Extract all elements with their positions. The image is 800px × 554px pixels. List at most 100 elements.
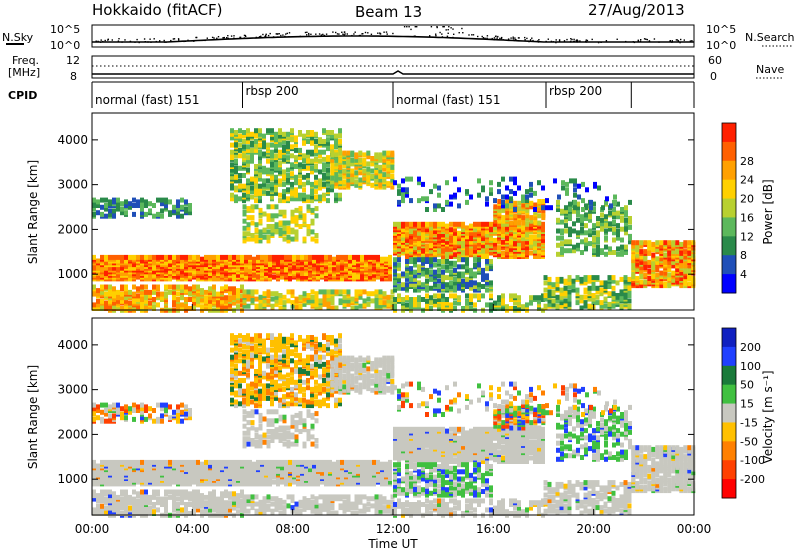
- power-cell: [576, 217, 580, 223]
- power-cell: [429, 269, 433, 275]
- power-cell: [274, 190, 278, 196]
- power-cell: [453, 239, 457, 245]
- power-cell: [344, 254, 348, 260]
- power-cell: [246, 215, 251, 221]
- power-cell: [513, 176, 517, 182]
- power-cell: [254, 187, 258, 193]
- power-cell: [623, 294, 628, 300]
- power-cell: [425, 302, 429, 308]
- power-cell: [250, 176, 254, 182]
- velocity-cell: [172, 459, 176, 465]
- power-cell: [230, 142, 234, 148]
- power-cell: [547, 289, 552, 295]
- power-cell: [481, 221, 485, 227]
- power-cell: [262, 139, 266, 144]
- power-cell: [330, 289, 335, 295]
- power-cell: [124, 203, 128, 208]
- power-cell: [290, 215, 295, 221]
- power-cell: [413, 297, 417, 302]
- power-cell: [238, 128, 242, 134]
- power-cell: [242, 192, 246, 198]
- power-cell: [262, 178, 266, 184]
- power-cell: [417, 264, 421, 270]
- power-cell: [505, 206, 510, 212]
- power-cell: [352, 260, 356, 266]
- power-cell: [599, 300, 604, 306]
- power-cell: [659, 270, 664, 276]
- power-cell: [240, 288, 244, 294]
- noise-search-point: [458, 32, 460, 34]
- power-cell: [413, 232, 417, 238]
- power-cell: [390, 300, 395, 306]
- noise-search-point: [477, 35, 479, 38]
- colorbar-tick-label: 24: [740, 174, 754, 187]
- power-cell: [604, 251, 608, 257]
- power-cell: [248, 254, 252, 260]
- power-cell: [254, 296, 259, 302]
- power-cell: [449, 306, 453, 311]
- noise-search-point: [591, 38, 593, 41]
- power-cell: [564, 217, 568, 223]
- power-cell: [136, 203, 140, 208]
- power-cell: [246, 147, 250, 153]
- power-cell: [100, 284, 104, 290]
- power-cell: [278, 227, 283, 233]
- power-cell: [274, 178, 278, 184]
- noise-search-point: [489, 38, 491, 40]
- power-cell: [627, 303, 632, 309]
- power-cell: [176, 284, 180, 290]
- station-title: Hokkaido (fitACF): [92, 1, 223, 19]
- noise-search-point: [353, 33, 355, 35]
- power-cell: [188, 297, 192, 302]
- power-cell: [489, 293, 493, 299]
- power-cell: [254, 178, 258, 184]
- noise-search-point: [436, 26, 438, 29]
- power-cell: [608, 221, 612, 227]
- power-cell: [683, 274, 688, 280]
- power-cell: [405, 176, 409, 182]
- power-cell: [302, 296, 307, 302]
- power-cell: [242, 289, 247, 295]
- noise-search-point: [322, 33, 324, 36]
- power-cell: [405, 295, 409, 301]
- power-cell: [358, 289, 363, 295]
- noise-search-point: [585, 40, 587, 43]
- power-cell: [561, 180, 565, 186]
- power-cell: [611, 291, 616, 297]
- power-cell: [238, 142, 242, 148]
- noise-search-point: [269, 32, 271, 35]
- power-cell: [529, 295, 533, 301]
- freq-left-tick-top: 12: [66, 54, 80, 67]
- power-cell: [401, 194, 405, 200]
- power-cell: [234, 198, 238, 204]
- power-cell: [274, 174, 278, 180]
- power-cell: [224, 304, 228, 310]
- power-cell: [334, 161, 339, 167]
- velocity-cell: [164, 459, 168, 465]
- power-cell: [563, 301, 568, 307]
- noise-search-point: [138, 41, 140, 44]
- power-cell: [310, 135, 314, 141]
- power-cell: [278, 305, 283, 311]
- power-cell: [437, 259, 441, 264]
- power-cell: [258, 194, 262, 200]
- power-cell: [294, 178, 298, 184]
- power-cell: [433, 293, 437, 299]
- power-cell: [290, 137, 294, 143]
- power-cell: [591, 296, 596, 302]
- power-cell: [541, 221, 545, 227]
- noise-search-point: [306, 31, 308, 33]
- power-cell: [457, 271, 461, 277]
- power-cell: [679, 258, 684, 264]
- power-cell: [591, 284, 596, 289]
- power-cell: [551, 289, 556, 295]
- power-cell: [579, 305, 584, 311]
- power-cell: [230, 149, 234, 155]
- noise-search-point: [436, 26, 438, 28]
- colorbar-swatch: [722, 217, 736, 237]
- noise-search-point: [100, 39, 102, 41]
- power-cell: [274, 164, 278, 169]
- noise-search-point: [643, 38, 646, 40]
- power-cell: [298, 178, 302, 184]
- power-cell: [529, 250, 533, 256]
